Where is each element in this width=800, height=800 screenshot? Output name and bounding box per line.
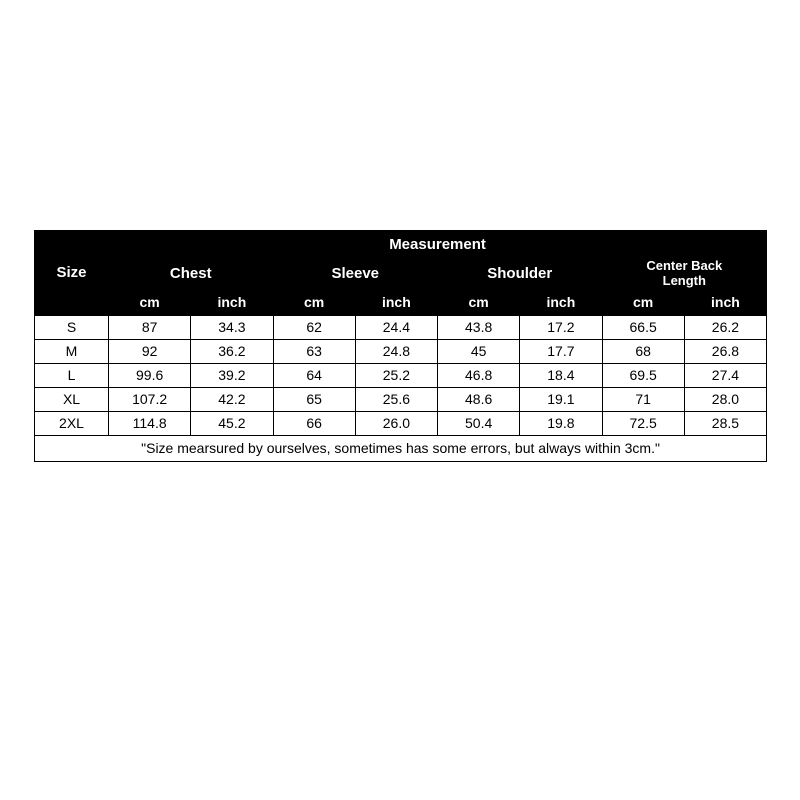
cell-size: 2XL <box>35 411 109 435</box>
cell-value: 25.6 <box>355 387 437 411</box>
cell-value: 46.8 <box>438 363 520 387</box>
cell-value: 26.8 <box>684 339 766 363</box>
unit-sleeve-cm: cm <box>273 289 355 315</box>
cell-value: 114.8 <box>109 411 191 435</box>
cell-size: M <box>35 339 109 363</box>
table-row: XL 107.2 42.2 65 25.6 48.6 19.1 71 28.0 <box>35 387 767 411</box>
header-sleeve: Sleeve <box>273 259 438 290</box>
table-row: 2XL 114.8 45.2 66 26.0 50.4 19.8 72.5 28… <box>35 411 767 435</box>
unit-shoulder-cm: cm <box>438 289 520 315</box>
footer-note: "Size mearsured by ourselves, sometimes … <box>35 435 767 461</box>
header-chest: Chest <box>109 259 274 290</box>
cell-value: 28.0 <box>684 387 766 411</box>
unit-shoulder-inch: inch <box>520 289 602 315</box>
unit-back-cm: cm <box>602 289 684 315</box>
header-shoulder: Shoulder <box>438 259 603 290</box>
cell-value: 24.8 <box>355 339 437 363</box>
cell-value: 66.5 <box>602 315 684 339</box>
size-chart-container: Size Measurement Chest Sleeve Shoulder C… <box>34 230 766 462</box>
unit-back-inch: inch <box>684 289 766 315</box>
cell-value: 48.6 <box>438 387 520 411</box>
cell-value: 87 <box>109 315 191 339</box>
header-row-groups: Chest Sleeve Shoulder Center BackLength <box>35 259 767 290</box>
cell-value: 45 <box>438 339 520 363</box>
cell-value: 25.2 <box>355 363 437 387</box>
unit-sleeve-inch: inch <box>355 289 437 315</box>
header-row-units: cm inch cm inch cm inch cm inch <box>35 289 767 315</box>
table-row: S 87 34.3 62 24.4 43.8 17.2 66.5 26.2 <box>35 315 767 339</box>
header-row-top: Size Measurement <box>35 231 767 259</box>
cell-value: 34.3 <box>191 315 273 339</box>
header-measurement: Measurement <box>109 231 767 259</box>
cell-value: 28.5 <box>684 411 766 435</box>
unit-chest-cm: cm <box>109 289 191 315</box>
cell-value: 68 <box>602 339 684 363</box>
cell-value: 17.7 <box>520 339 602 363</box>
cell-value: 43.8 <box>438 315 520 339</box>
size-chart-table: Size Measurement Chest Sleeve Shoulder C… <box>34 230 767 462</box>
cell-value: 92 <box>109 339 191 363</box>
cell-value: 18.4 <box>520 363 602 387</box>
cell-value: 42.2 <box>191 387 273 411</box>
cell-value: 19.8 <box>520 411 602 435</box>
cell-value: 19.1 <box>520 387 602 411</box>
cell-value: 27.4 <box>684 363 766 387</box>
cell-value: 50.4 <box>438 411 520 435</box>
cell-value: 71 <box>602 387 684 411</box>
cell-value: 26.0 <box>355 411 437 435</box>
cell-value: 24.4 <box>355 315 437 339</box>
header-size: Size <box>35 231 109 316</box>
footer-row: "Size mearsured by ourselves, sometimes … <box>35 435 767 461</box>
table-row: L 99.6 39.2 64 25.2 46.8 18.4 69.5 27.4 <box>35 363 767 387</box>
cell-value: 64 <box>273 363 355 387</box>
cell-value: 99.6 <box>109 363 191 387</box>
table-row: M 92 36.2 63 24.8 45 17.7 68 26.8 <box>35 339 767 363</box>
cell-value: 26.2 <box>684 315 766 339</box>
cell-value: 36.2 <box>191 339 273 363</box>
header-center-back-length: Center BackLength <box>602 259 767 290</box>
cell-value: 63 <box>273 339 355 363</box>
cell-value: 65 <box>273 387 355 411</box>
cell-value: 45.2 <box>191 411 273 435</box>
cell-value: 72.5 <box>602 411 684 435</box>
cell-value: 17.2 <box>520 315 602 339</box>
cell-value: 39.2 <box>191 363 273 387</box>
cell-value: 66 <box>273 411 355 435</box>
cell-value: 69.5 <box>602 363 684 387</box>
unit-chest-inch: inch <box>191 289 273 315</box>
cell-size: L <box>35 363 109 387</box>
cell-value: 107.2 <box>109 387 191 411</box>
cell-size: XL <box>35 387 109 411</box>
cell-value: 62 <box>273 315 355 339</box>
cell-size: S <box>35 315 109 339</box>
